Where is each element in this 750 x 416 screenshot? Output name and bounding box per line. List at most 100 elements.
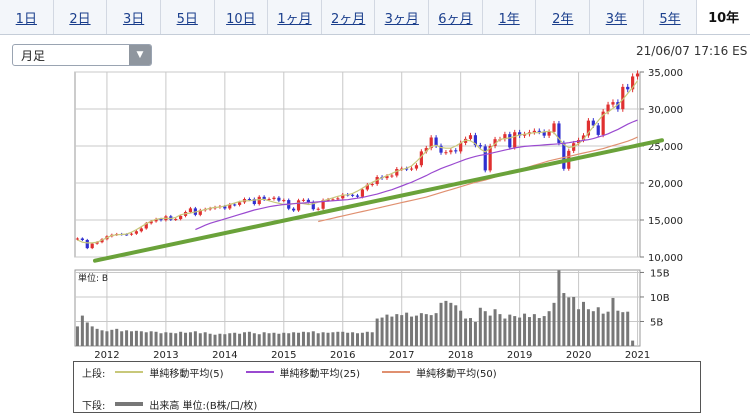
tab-10[interactable]: 1年 — [483, 0, 537, 34]
period-select[interactable]: 月足 ▼ — [12, 44, 152, 66]
candle-body — [454, 150, 458, 152]
candle-body — [223, 206, 227, 209]
candle-body — [316, 208, 320, 210]
volume-bar — [292, 332, 296, 346]
candle-body — [434, 137, 438, 146]
volume-bar — [557, 270, 561, 346]
candle-body — [247, 199, 252, 201]
volume-bar — [169, 332, 173, 346]
tab-7[interactable]: 2ヶ月 — [322, 0, 376, 34]
tab-3[interactable]: 3日 — [107, 0, 161, 34]
candle-body — [483, 146, 487, 171]
candle-body — [581, 135, 586, 141]
tab-6[interactable]: 1ヶ月 — [268, 0, 322, 34]
tab-8[interactable]: 3ヶ月 — [375, 0, 430, 34]
candle-body — [586, 120, 591, 136]
volume-bar — [596, 307, 600, 346]
candle-body — [292, 208, 296, 211]
volume-bar — [336, 331, 340, 346]
x-tick-label: 2019 — [507, 350, 532, 360]
volume-bar — [331, 332, 335, 346]
x-tick-label: 2017 — [389, 350, 414, 360]
candle-body — [463, 138, 468, 143]
volume-bar — [252, 333, 256, 346]
volume-bar — [631, 340, 635, 346]
volume-bar — [184, 332, 188, 346]
tab-14[interactable]: 10年 — [697, 0, 750, 34]
candle-body — [360, 189, 365, 197]
legend-volume-label: 出来高 単位:(B株/口/枚) — [149, 400, 258, 412]
candle-body — [542, 131, 546, 136]
candle-body — [552, 123, 556, 132]
candle-body — [405, 168, 409, 170]
candle-body — [326, 199, 330, 201]
volume-bar — [203, 332, 207, 346]
candle-body — [390, 175, 394, 177]
x-tick-label: 2020 — [566, 350, 591, 360]
candle-body — [252, 199, 256, 205]
tab-5[interactable]: 10日 — [215, 0, 269, 34]
candle-body — [311, 202, 315, 210]
tab-13[interactable]: 5年 — [644, 0, 698, 34]
volume-bar — [356, 333, 359, 346]
volume-bar — [130, 331, 133, 346]
volume-bar — [287, 333, 291, 346]
tab-4[interactable]: 5日 — [161, 0, 215, 34]
volume-bar — [164, 332, 168, 346]
tab-11[interactable]: 2年 — [536, 0, 591, 34]
tab-1[interactable]: 1日 — [0, 0, 54, 34]
volume-y-tick-label: 5B — [650, 317, 663, 328]
volume-bar — [120, 331, 124, 346]
candle-body — [532, 130, 536, 133]
candle-body — [321, 200, 325, 209]
stock-chart: 2012 2013 2014 2015 2016 2017 2018 2019 2020 2021… — [74, 68, 683, 360]
candle-body — [547, 131, 551, 136]
tab-2[interactable]: 2日 — [54, 0, 108, 34]
volume-y-tick-label: 10B — [650, 293, 670, 304]
candle-body — [233, 204, 237, 206]
candle-body — [341, 194, 345, 199]
moving-average-line — [77, 80, 638, 244]
candle-body — [409, 168, 414, 170]
candle-body — [606, 104, 610, 112]
volume-bar — [115, 328, 119, 346]
volume-bar — [213, 334, 217, 346]
tab-12[interactable]: 3年 — [590, 0, 644, 34]
y-tick-label: 35,000 — [648, 68, 683, 79]
candle-body — [154, 219, 158, 222]
candle-body — [508, 134, 512, 148]
volume-y-tick-label: 15B — [650, 268, 670, 279]
candle-body — [144, 223, 148, 229]
volume-bar — [518, 317, 522, 346]
volume-bar — [144, 332, 148, 346]
volume-bar — [493, 309, 497, 346]
volume-bar — [277, 333, 281, 346]
volume-bar — [395, 314, 399, 346]
volume-bar — [498, 314, 502, 346]
x-tick-label: 2015 — [271, 350, 296, 360]
volume-bar — [611, 297, 615, 346]
candle-body — [100, 239, 104, 243]
candle-body — [444, 152, 448, 154]
volume-bar — [606, 311, 610, 346]
volume-bar — [262, 332, 266, 346]
candle-body — [616, 102, 620, 110]
volume-bar — [370, 332, 374, 346]
volume-bar — [508, 314, 512, 346]
volume-bar — [95, 328, 99, 346]
candle-body — [537, 130, 541, 132]
chevron-down-icon[interactable]: ▼ — [129, 45, 151, 65]
legend-upper-label: 上段: — [82, 368, 106, 380]
volume-bar — [282, 332, 286, 346]
volume-bar — [439, 302, 443, 346]
volume-bar — [341, 331, 345, 346]
candle-body — [331, 199, 335, 201]
volume-bar — [562, 293, 566, 346]
volume-bar — [434, 313, 438, 346]
volume-bar — [193, 331, 197, 346]
volume-bar — [473, 321, 477, 346]
volume-bar — [321, 332, 325, 346]
x-tick-label: 2016 — [330, 350, 355, 360]
tab-9[interactable]: 6ヶ月 — [429, 0, 483, 34]
volume-bar — [326, 332, 330, 346]
